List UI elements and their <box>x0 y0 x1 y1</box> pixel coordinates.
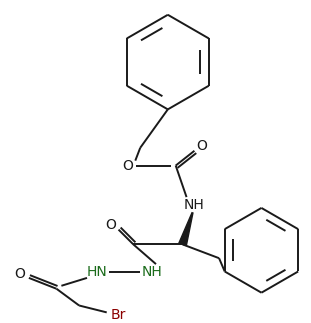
Text: O: O <box>15 267 26 281</box>
Text: NH: NH <box>142 265 162 279</box>
Text: O: O <box>196 139 207 153</box>
Text: O: O <box>105 218 116 232</box>
Text: Br: Br <box>111 308 126 322</box>
Polygon shape <box>179 213 193 245</box>
Text: NH: NH <box>184 198 205 212</box>
Text: O: O <box>122 159 133 172</box>
Text: HN: HN <box>86 265 107 279</box>
